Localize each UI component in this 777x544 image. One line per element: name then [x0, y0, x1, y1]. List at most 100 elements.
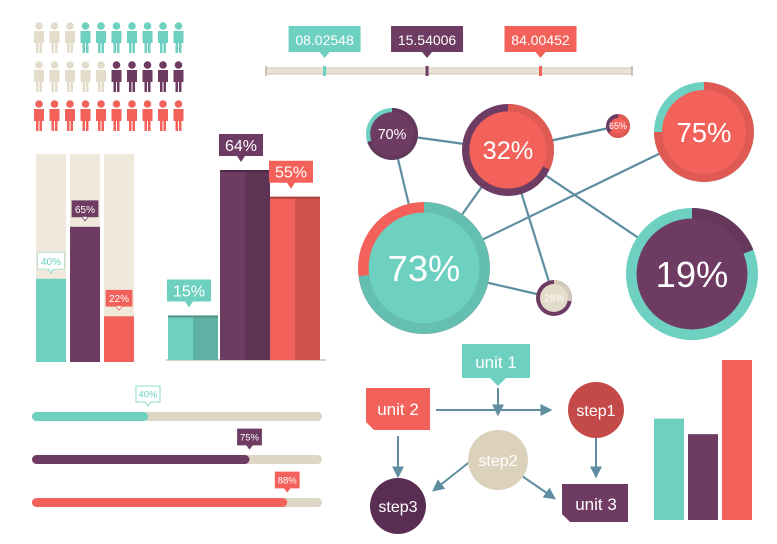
- bubble-label: 75%: [676, 117, 731, 148]
- person-icon: [49, 100, 60, 131]
- person-icon: [142, 61, 153, 92]
- timeline-marker-label: 08.02548: [295, 32, 354, 48]
- bubble-label: 32%: [483, 137, 534, 165]
- person-icon: [96, 100, 106, 131]
- bar: 64%: [219, 134, 270, 360]
- flow-label-step1: step1: [576, 403, 615, 420]
- person-icon: [49, 61, 60, 92]
- arrow-step2-to-unit3: [521, 475, 556, 500]
- vertical-progress-fill: [70, 226, 100, 362]
- person-icon: [158, 61, 168, 92]
- bubble: 73%: [358, 202, 490, 335]
- bubble: 65%: [606, 114, 630, 138]
- bubble: 19%: [626, 208, 758, 340]
- flow-label-unit1: unit 1: [475, 353, 517, 372]
- person-icon: [142, 22, 153, 53]
- bar: 55%: [269, 160, 320, 360]
- mini-bar: [688, 434, 718, 520]
- person-icon: [34, 100, 44, 131]
- person-icon: [80, 100, 91, 131]
- person-icon: [158, 22, 168, 53]
- vertical-progress-bar: 40%: [36, 154, 66, 362]
- vertical-progress-bar: 65%: [70, 154, 100, 362]
- horizontal-progress-bar: 75%: [32, 428, 322, 464]
- flow-label-unit2: unit 2: [377, 400, 419, 419]
- person-icon: [173, 100, 184, 131]
- horizontal-progress-chart: 40% 75% 88%: [32, 385, 322, 507]
- bar-label-tag: 55%: [269, 160, 313, 189]
- person-icon: [127, 100, 137, 131]
- horizontal-progress-bar: 40%: [32, 385, 322, 421]
- vertical-progress-fill: [104, 316, 134, 362]
- person-icon: [142, 100, 153, 131]
- person-icon: [173, 61, 184, 92]
- flow-node-step3: step3: [370, 478, 426, 534]
- timeline-tick: [539, 66, 542, 76]
- vertical-progress-chart: 40% 65% 22%: [36, 154, 134, 362]
- flow-node-unit3: unit 3: [562, 484, 628, 522]
- flowchart: unit 1 unit 2 step1 step2 step3 unit 3: [366, 344, 628, 534]
- person-icon: [80, 61, 91, 92]
- flow-node-unit1: unit 1: [462, 344, 530, 386]
- flow-label-step2: step2: [478, 453, 517, 470]
- timeline-tick: [323, 66, 327, 76]
- flow-label-step3: step3: [378, 499, 417, 516]
- bar-label: 64%: [225, 138, 257, 155]
- timeline-track: [265, 67, 633, 75]
- vertical-progress-label: 22%: [109, 294, 129, 305]
- horizontal-progress-label: 88%: [278, 476, 298, 487]
- horizontal-progress-tag: 75%: [237, 428, 262, 450]
- person-icon: [127, 22, 137, 53]
- bubble: 28%: [536, 280, 572, 316]
- person-icon: [80, 22, 91, 53]
- timeline-marker: 84.00452: [504, 26, 577, 76]
- vertical-progress-bar: 22%: [104, 154, 134, 362]
- horizontal-progress-fill: [32, 455, 250, 464]
- person-icon: [127, 61, 137, 92]
- person-icon: [96, 61, 106, 92]
- person-icon: [158, 100, 168, 131]
- bubble: 70%: [366, 108, 418, 160]
- bubble: 75%: [654, 82, 754, 182]
- flow-node-step1: step1: [568, 382, 624, 438]
- vertical-progress-label: 40%: [41, 257, 61, 268]
- person-icon: [65, 22, 75, 53]
- bar-label: 15%: [173, 283, 205, 300]
- vertical-progress-tag: 40%: [37, 252, 65, 274]
- timeline-marker-label: 84.00452: [511, 32, 570, 48]
- people-grid: [34, 22, 184, 131]
- arrow-step2-to-step3: [432, 459, 473, 492]
- bar-label: 55%: [275, 165, 307, 182]
- horizontal-progress-bar: 88%: [32, 471, 322, 507]
- timeline: 08.02548 15.54006 84.00452: [265, 26, 633, 76]
- bubble-label: 65%: [609, 121, 627, 131]
- person-icon: [65, 100, 75, 131]
- timeline-tick: [425, 66, 429, 76]
- horizontal-progress-tag: 88%: [274, 471, 300, 493]
- timeline-marker: 15.54006: [391, 26, 464, 76]
- person-icon: [65, 61, 75, 92]
- flow-node-unit2: unit 2: [366, 388, 430, 430]
- bubble-label: 28%: [544, 294, 564, 305]
- person-icon: [34, 61, 44, 92]
- vertical-progress-tag: 22%: [105, 289, 133, 311]
- person-icon: [111, 100, 122, 131]
- mini-bar: [654, 418, 684, 520]
- timeline-marker-label: 15.54006: [398, 32, 457, 48]
- person-icon: [49, 22, 60, 53]
- mini-bar-chart: [654, 360, 752, 520]
- bubble-label: 70%: [378, 127, 407, 143]
- person-icon: [111, 22, 122, 53]
- timeline-marker: 08.02548: [288, 26, 361, 76]
- horizontal-progress-fill: [32, 498, 288, 507]
- bubble-network: 70% 32% 65% 75% 73% 28% 19%: [358, 82, 758, 340]
- bar-chart: 15% 64% 55%: [166, 134, 326, 361]
- horizontal-progress-fill: [32, 412, 148, 421]
- flow-label-unit3: unit 3: [575, 495, 617, 514]
- person-icon: [111, 61, 122, 92]
- bubble-label: 19%: [656, 254, 729, 295]
- vertical-progress-label: 65%: [75, 205, 95, 216]
- horizontal-progress-label: 40%: [138, 390, 158, 401]
- person-icon: [96, 22, 106, 53]
- person-icon: [34, 22, 44, 53]
